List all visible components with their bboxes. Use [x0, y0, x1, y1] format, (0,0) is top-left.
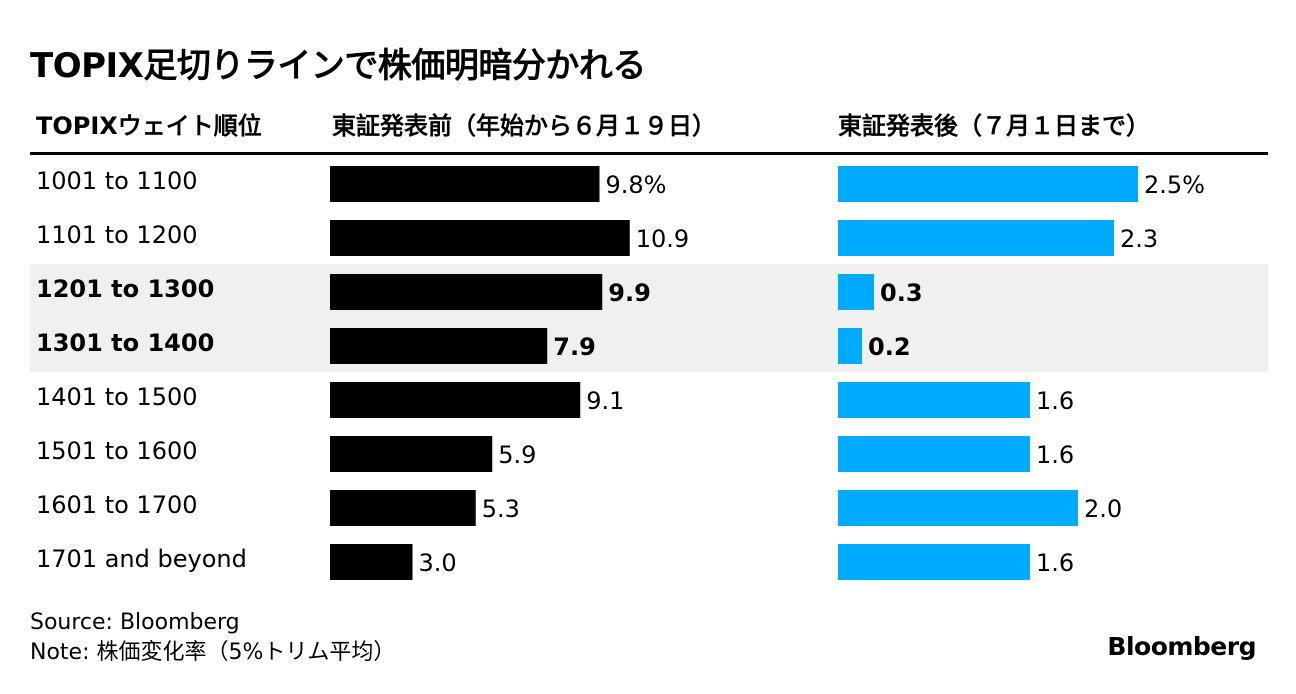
- value-label-before: 3.0: [419, 549, 457, 577]
- value-label-after: 2.3: [1120, 225, 1158, 253]
- label-column-header: TOPIXウェイト順位: [36, 112, 262, 140]
- before-column-header: 東証発表前（年始から６月１９日）: [332, 112, 716, 140]
- category-label: 1401 to 1500: [36, 383, 198, 411]
- value-label-before: 5.3: [482, 495, 520, 523]
- note-text: Note: 株価変化率（5%トリム平均）: [30, 640, 396, 665]
- after-column-header: 東証発表後（７月１日まで）: [838, 112, 1150, 140]
- bar-after: [838, 220, 1114, 256]
- value-label-after: 1.6: [1036, 549, 1074, 577]
- value-label-before: 7.9: [553, 333, 596, 361]
- value-label-before: 5.9: [498, 441, 536, 469]
- value-label-after: 1.6: [1036, 441, 1074, 469]
- category-label: 1701 and beyond: [36, 545, 247, 573]
- category-label: 1201 to 1300: [36, 275, 215, 303]
- bar-before: [330, 544, 413, 580]
- bloomberg-logo: Bloomberg: [1107, 632, 1256, 661]
- value-label-after: 0.3: [880, 279, 923, 307]
- bar-before: [330, 274, 603, 310]
- value-label-after: 0.2: [868, 333, 911, 361]
- category-label: 1601 to 1700: [36, 491, 198, 519]
- bar-after: [838, 274, 874, 310]
- chart-title: TOPIX足切りラインで株価明暗分かれる: [30, 46, 646, 86]
- bar-before: [330, 490, 476, 526]
- bar-before: [330, 328, 548, 364]
- source-text: Source: Bloomberg: [30, 610, 240, 635]
- value-label-after: 2.5%: [1144, 171, 1205, 199]
- value-label-after: 2.0: [1084, 495, 1122, 523]
- bar-before: [330, 382, 581, 418]
- bar-before: [330, 166, 600, 202]
- highlight-band: [30, 264, 1268, 372]
- category-label: 1101 to 1200: [36, 221, 198, 249]
- value-label-before: 9.9: [608, 279, 651, 307]
- bar-after: [838, 544, 1030, 580]
- value-label-before: 9.1: [586, 387, 624, 415]
- value-label-after: 1.6: [1036, 387, 1074, 415]
- category-label: 1301 to 1400: [36, 329, 215, 357]
- header-rule: [30, 152, 1268, 155]
- bar-after: [838, 382, 1030, 418]
- value-label-before: 10.9: [636, 225, 689, 253]
- bar-before: [330, 220, 630, 256]
- bar-after: [838, 166, 1138, 202]
- bar-after: [838, 328, 862, 364]
- bar-after: [838, 490, 1078, 526]
- category-label: 1001 to 1100: [36, 167, 198, 195]
- value-label-before: 9.8%: [606, 171, 667, 199]
- footer-text: Source: Bloomberg Note: 株価変化率（5%トリム平均）: [30, 608, 395, 668]
- bar-before: [330, 436, 493, 472]
- bar-after: [838, 436, 1030, 472]
- category-label: 1501 to 1600: [36, 437, 198, 465]
